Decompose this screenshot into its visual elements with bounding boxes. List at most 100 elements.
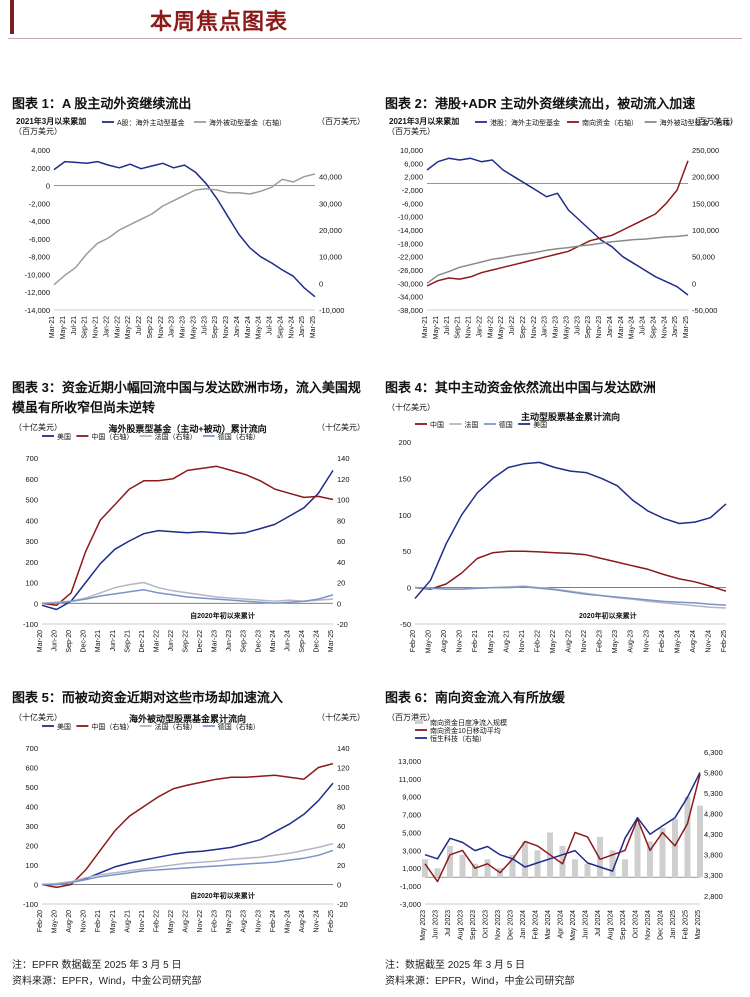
y-tick-left: -18,000 — [398, 239, 423, 248]
chart-panel-5: 图表 5：而被动资金近期对这些市场却加速流入 （十亿美元） （十亿美元） 海外被动型… — [12, 688, 367, 953]
x-tick-label: Sep 2023 — [470, 910, 477, 940]
y-tick-left: -3,000 — [400, 900, 421, 909]
y-tick-left: 150 — [398, 474, 411, 483]
legend-label: 德国（右轴） — [218, 722, 260, 731]
x-tick-label: Aug-20 — [441, 630, 448, 653]
x-tick-label: May 2024 — [570, 910, 577, 941]
bar-mark — [422, 859, 428, 878]
y-tick-left: 200 — [25, 842, 38, 851]
x-tick-label: Nov-22 — [158, 316, 165, 339]
x-tick-label: May-24 — [674, 630, 681, 653]
x-tick-label: Aug-20 — [66, 910, 73, 933]
chart-note: 2021年3月以来累加 — [389, 116, 459, 126]
figure-title-3: 图表 3：资金近期小幅回流中国与发达欧洲市场，流入美国规模虽有所收窄但尚未逆转 — [12, 380, 361, 415]
x-tick-label: Nov-21 — [466, 316, 473, 339]
x-tick-label: Nov 2023 — [495, 910, 502, 940]
x-tick-label: Feb-24 — [659, 630, 666, 652]
chart-panel-4: 图表 4：其中主动资金依然流出中国与发达欧洲 （十亿美元） 主动型股票基金累计流向… — [385, 378, 740, 673]
y-tick-left: 0 — [34, 599, 38, 608]
y-tick-right: 3,800 — [704, 851, 723, 860]
x-tick-label: Mar-25 — [328, 630, 335, 652]
x-tick-label: May-22 — [168, 910, 175, 933]
x-tick-label: Dec-21 — [139, 630, 146, 653]
x-tick-label: Mar-23 — [212, 630, 219, 652]
y-axis-unit-right: （十亿美元） — [317, 712, 365, 722]
legend-label: 法国（右轴） — [155, 722, 197, 731]
x-tick-label: Nov-24 — [288, 316, 295, 339]
x-tick-label: Sep-24 — [277, 316, 284, 339]
y-tick-left: 13,000 — [398, 757, 421, 766]
x-tick-label: Jan 2025 — [670, 910, 677, 939]
x-tick-label: Jul-22 — [136, 316, 143, 335]
page-header: 本周焦点图表 — [0, 0, 750, 60]
y-tick-right: 20 — [337, 579, 345, 588]
y-tick-left: 200 — [398, 438, 411, 447]
legend-label: 海外被动型基金（右轴） — [209, 118, 286, 127]
x-tick-label: Sep-20 — [66, 630, 73, 653]
x-tick-label: May-22 — [498, 316, 505, 339]
y-tick-left: 11,000 — [399, 775, 421, 784]
legend-swatch — [415, 720, 423, 724]
legend-label: A股：海外主动型基金 — [117, 118, 185, 127]
x-tick-label: Sep-21 — [455, 316, 462, 339]
x-tick-label: Aug 2024 — [608, 910, 615, 940]
y-tick-left: -22,000 — [398, 253, 423, 262]
figure-title-6: 图表 6：南向资金流入有所放缓 — [385, 690, 565, 705]
x-tick-label: Jun 2023 — [433, 910, 440, 939]
x-tick-label: Feb-21 — [95, 910, 102, 932]
legend-label: 美国 — [57, 722, 71, 731]
x-tick-label: Feb 2024 — [533, 910, 540, 940]
legend-label: 南向资金日度净流入规模 — [430, 718, 507, 727]
x-tick-label: Jul-24 — [267, 316, 274, 335]
legend-label: 南向资金10日移动平均 — [430, 726, 501, 735]
series-line — [41, 465, 334, 607]
x-tick-label: Aug 2023 — [458, 910, 465, 940]
chart-panel-3: 图表 3：资金近期小幅回流中国与发达欧洲市场，流入美国规模虽有所收窄但尚未逆转 … — [12, 378, 367, 673]
y-tick-left: 500 — [25, 783, 38, 792]
y-tick-right: 40,000 — [319, 173, 342, 182]
x-tick-label: May-21 — [488, 630, 495, 653]
x-tick-label: May-24 — [284, 910, 291, 933]
x-tick-label: Jul-23 — [201, 316, 208, 335]
y-tick-right: 50,000 — [692, 253, 715, 262]
legend-label: 法国 — [464, 420, 478, 429]
x-tick-label: May-24 — [629, 316, 636, 339]
x-tick-label: Mar-24 — [270, 630, 277, 652]
series-line — [42, 589, 334, 605]
y-tick-left: 300 — [25, 822, 38, 831]
figure-title-1: 图表 1：A 股主动外资继续流出 — [12, 96, 192, 111]
y-tick-left: -10,000 — [25, 270, 50, 279]
y-tick-right: 20,000 — [319, 226, 342, 235]
y-tick-right: -20 — [337, 900, 348, 909]
x-tick-label: Aug-21 — [503, 630, 510, 653]
x-tick-label: Mar-23 — [180, 316, 187, 338]
legend-label: 海外被动型基金（右轴） — [660, 118, 737, 127]
y-tick-right: -50,000 — [692, 306, 717, 315]
x-tick-label: Jun-24 — [284, 630, 291, 652]
x-tick-label: Sep-23 — [212, 316, 219, 339]
x-tick-label: May-22 — [125, 316, 132, 339]
y-tick-right: 0 — [319, 279, 323, 288]
x-tick-label: May-23 — [190, 316, 197, 339]
series-line — [414, 461, 727, 599]
x-tick-label: Sep-22 — [183, 630, 190, 653]
x-tick-label: Jun-23 — [226, 630, 233, 652]
series-line — [42, 849, 334, 886]
x-tick-label: Mar-21 — [95, 630, 102, 652]
legend-label: 美国 — [533, 420, 547, 429]
x-tick-label: Jul-22 — [509, 316, 516, 335]
x-tick-label: Dec-24 — [313, 630, 320, 653]
y-tick-left: 2,000 — [31, 164, 50, 173]
y-tick-right: 80 — [337, 516, 345, 525]
header-accent-bar — [10, 0, 14, 34]
footer-note: 注：数据截至 2025 年 3 月 5 日 — [385, 960, 526, 971]
x-tick-label: Aug-23 — [241, 910, 248, 933]
x-tick-label: Jan-24 — [607, 316, 614, 338]
chart-note: 2021年3月以来累加 — [16, 116, 86, 126]
x-tick-label: Jan-22 — [103, 316, 110, 338]
x-tick-label: Aug-24 — [299, 910, 306, 933]
x-tick-label: May-20 — [426, 630, 433, 653]
x-tick-label: Mar 2024 — [545, 910, 552, 940]
